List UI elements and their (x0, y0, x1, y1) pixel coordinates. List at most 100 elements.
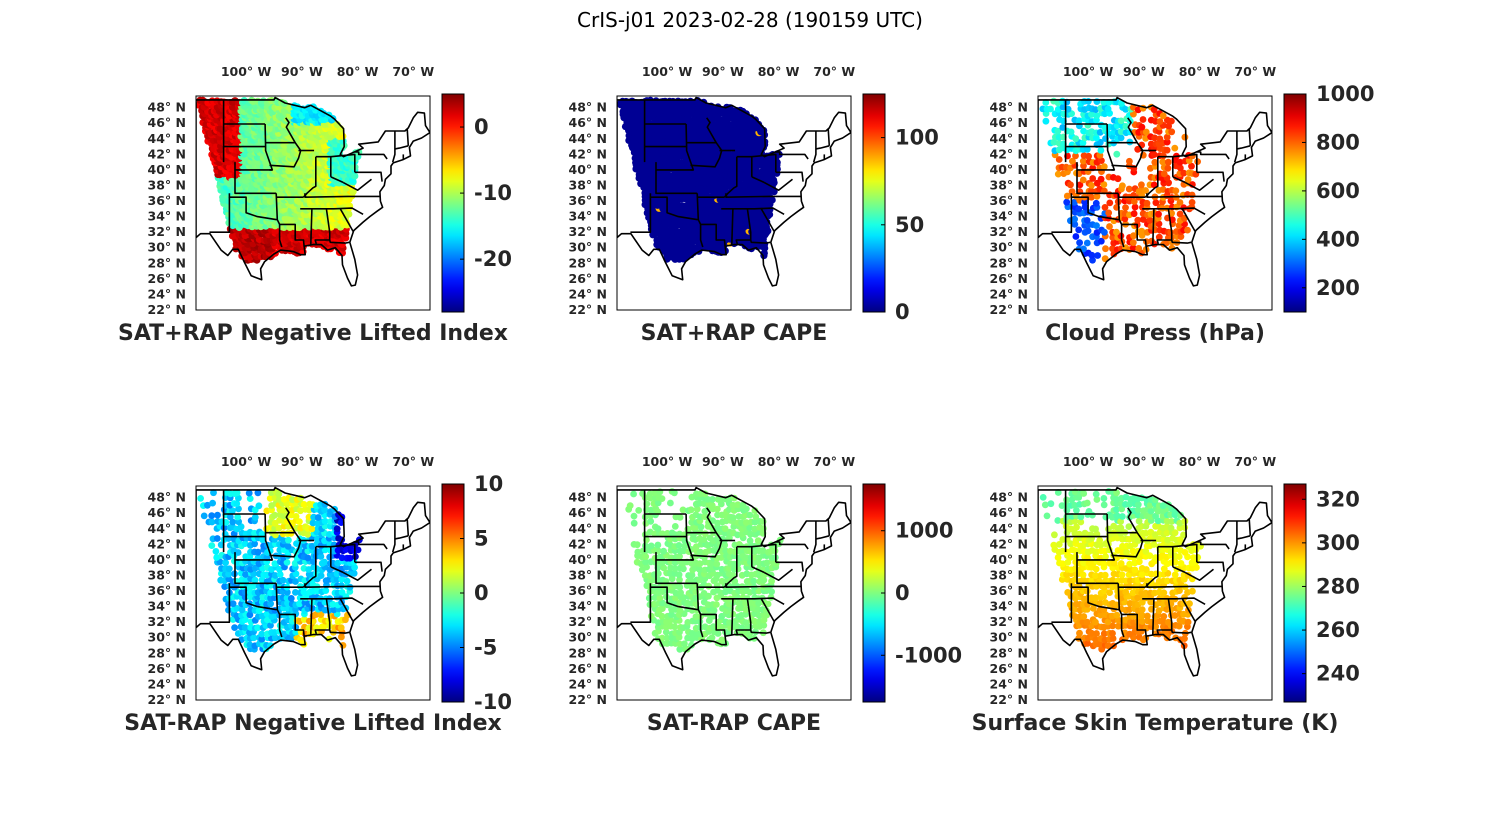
data-point (647, 518, 655, 525)
data-point (1122, 106, 1129, 113)
data-point (668, 575, 676, 583)
state-border (209, 587, 231, 623)
data-point (245, 489, 253, 497)
data-point (1097, 147, 1105, 154)
lon-tick-label: 80° W (758, 64, 800, 79)
data-point (241, 624, 249, 631)
state-border (1107, 141, 1144, 168)
state-border (731, 208, 734, 245)
panel-title: SAT+RAP Negative Lifted Index (118, 321, 508, 346)
data-point (1152, 199, 1160, 207)
data-point (1059, 124, 1067, 131)
data-point (1159, 152, 1167, 160)
country-border (196, 486, 430, 677)
lon-tick-label: 90° W (702, 64, 744, 79)
lon-tick-label: 90° W (281, 64, 323, 79)
data-point (1117, 134, 1125, 142)
lat-tick-label: 38° N (990, 178, 1028, 193)
data-point (1098, 157, 1105, 165)
state-border (1121, 223, 1147, 247)
data-point (1163, 146, 1171, 154)
data-point (1134, 145, 1142, 153)
data-point (246, 611, 254, 619)
lat-tick-label: 48° N (148, 100, 186, 115)
data-point (1068, 188, 1076, 196)
colorbar (441, 93, 465, 313)
lat-tick-label: 40° N (569, 162, 607, 177)
data-point (312, 611, 320, 618)
data-point (349, 188, 357, 196)
state-border (763, 178, 793, 191)
lat-tick-label: 24° N (990, 286, 1028, 301)
state-border (394, 145, 409, 150)
state-border (354, 561, 383, 572)
data-point (321, 558, 328, 566)
lat-tick-label: 48° N (148, 490, 186, 505)
data-point (1106, 199, 1114, 207)
data-point (1085, 152, 1092, 160)
data-point (1150, 106, 1158, 114)
state-border (751, 153, 777, 173)
data-point (626, 502, 634, 509)
data-point (225, 570, 233, 578)
lat-tick-label: 32° N (990, 224, 1028, 239)
state-border (228, 193, 277, 221)
colorbar (1283, 93, 1307, 313)
data-point (1164, 158, 1172, 166)
lat-tick-label: 42° N (148, 536, 186, 551)
lat-tick-label: 34° N (148, 599, 186, 614)
data-point (289, 496, 296, 504)
data-point (251, 513, 259, 521)
data-point (1042, 99, 1050, 106)
state-border (354, 151, 388, 160)
data-point (1138, 227, 1146, 235)
lat-tick-label: 28° N (990, 255, 1028, 270)
data-point (721, 525, 729, 532)
lat-tick-label: 46° N (569, 115, 607, 130)
data-point (1114, 175, 1122, 183)
data-point (1177, 164, 1184, 172)
map-outlines (196, 96, 430, 287)
state-border (354, 541, 388, 550)
data-point (231, 624, 239, 631)
data-point (317, 553, 325, 560)
data-point (1104, 105, 1112, 113)
colorbar (862, 93, 886, 313)
state-border (285, 507, 296, 534)
data-point (292, 513, 300, 520)
data-field (617, 96, 783, 263)
panels-layer: 100° W 90° W 80° W 70° W48° N46° N44° N42° … (118, 64, 1374, 736)
data-point (647, 542, 655, 550)
lat-tick-label: 30° N (148, 240, 186, 255)
data-point (1180, 169, 1188, 177)
state-border (1142, 207, 1206, 215)
data-point (755, 587, 763, 595)
data-point (1089, 175, 1097, 182)
data-point (1097, 175, 1105, 183)
data-point (292, 570, 300, 578)
data-point (729, 514, 737, 521)
state-border (391, 131, 396, 163)
state-border (303, 193, 307, 198)
data-point (630, 519, 638, 527)
lat-tick-label: 40° N (990, 162, 1028, 177)
data-point (713, 601, 720, 608)
data-point (1072, 152, 1079, 160)
data-point (333, 570, 341, 578)
data-point (1042, 117, 1050, 125)
colorbar-tick-label: 800 (1316, 130, 1360, 154)
data-point (1171, 144, 1179, 152)
data-point (734, 501, 742, 508)
data-point (334, 547, 342, 554)
colorbar-tick-label: 0 (895, 300, 910, 324)
state-border (725, 195, 802, 198)
data-point (1126, 157, 1133, 165)
data-point (1054, 127, 1062, 135)
lat-tick-label: 46° N (990, 115, 1028, 130)
data-point (671, 623, 678, 631)
data-point (656, 594, 664, 602)
data-point (1184, 226, 1191, 234)
state-border (328, 239, 350, 244)
data-point (1106, 223, 1113, 230)
lat-tick-label: 38° N (148, 178, 186, 193)
